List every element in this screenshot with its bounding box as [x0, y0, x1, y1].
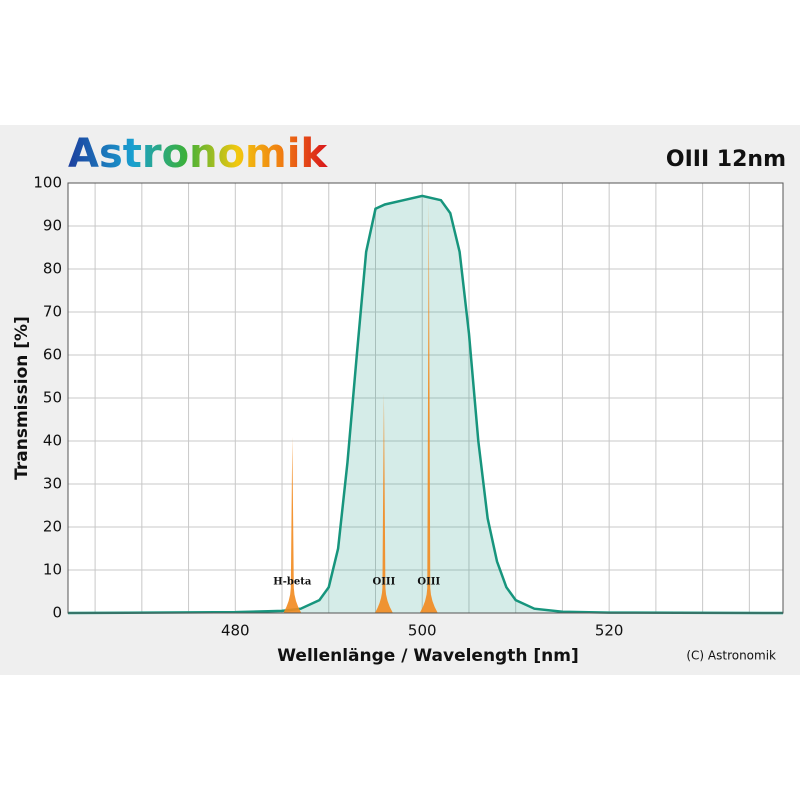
curve-area [68, 195, 783, 613]
emission-label: OIII [417, 577, 440, 588]
x-tick-label: 500 [408, 622, 437, 640]
curve-line [67, 194, 784, 615]
x-axis-label: Wellenlänge / Wavelength [nm] [277, 646, 578, 666]
y-tick-label: 30 [43, 475, 62, 493]
y-tick-label: 70 [43, 303, 62, 321]
y-tick-label: 50 [43, 389, 62, 407]
y-tick-label: 0 [52, 604, 62, 622]
x-tick-label: 520 [595, 622, 624, 640]
emission-label: OIII [373, 577, 396, 588]
brand-logo: Astronomik [68, 131, 328, 177]
y-tick-label: 90 [43, 217, 62, 235]
y-tick-label: 40 [43, 432, 62, 450]
plot-border [67, 182, 784, 614]
emission-line [374, 393, 393, 613]
chart-title: OIII 12nm [666, 147, 786, 172]
emission-label: H-beta [273, 577, 312, 588]
emission-line [283, 436, 302, 613]
y-tick-label: 100 [33, 174, 62, 192]
emission-line [419, 200, 438, 613]
y-axis-label: Transmission [%] [12, 316, 32, 480]
y-tick-label: 60 [43, 346, 62, 364]
y-tick-label: 10 [43, 561, 62, 579]
copyright: (C) Astronomik [686, 649, 776, 663]
y-tick-label: 80 [43, 260, 62, 278]
y-tick-label: 20 [43, 518, 62, 536]
x-tick-label: 480 [221, 622, 250, 640]
